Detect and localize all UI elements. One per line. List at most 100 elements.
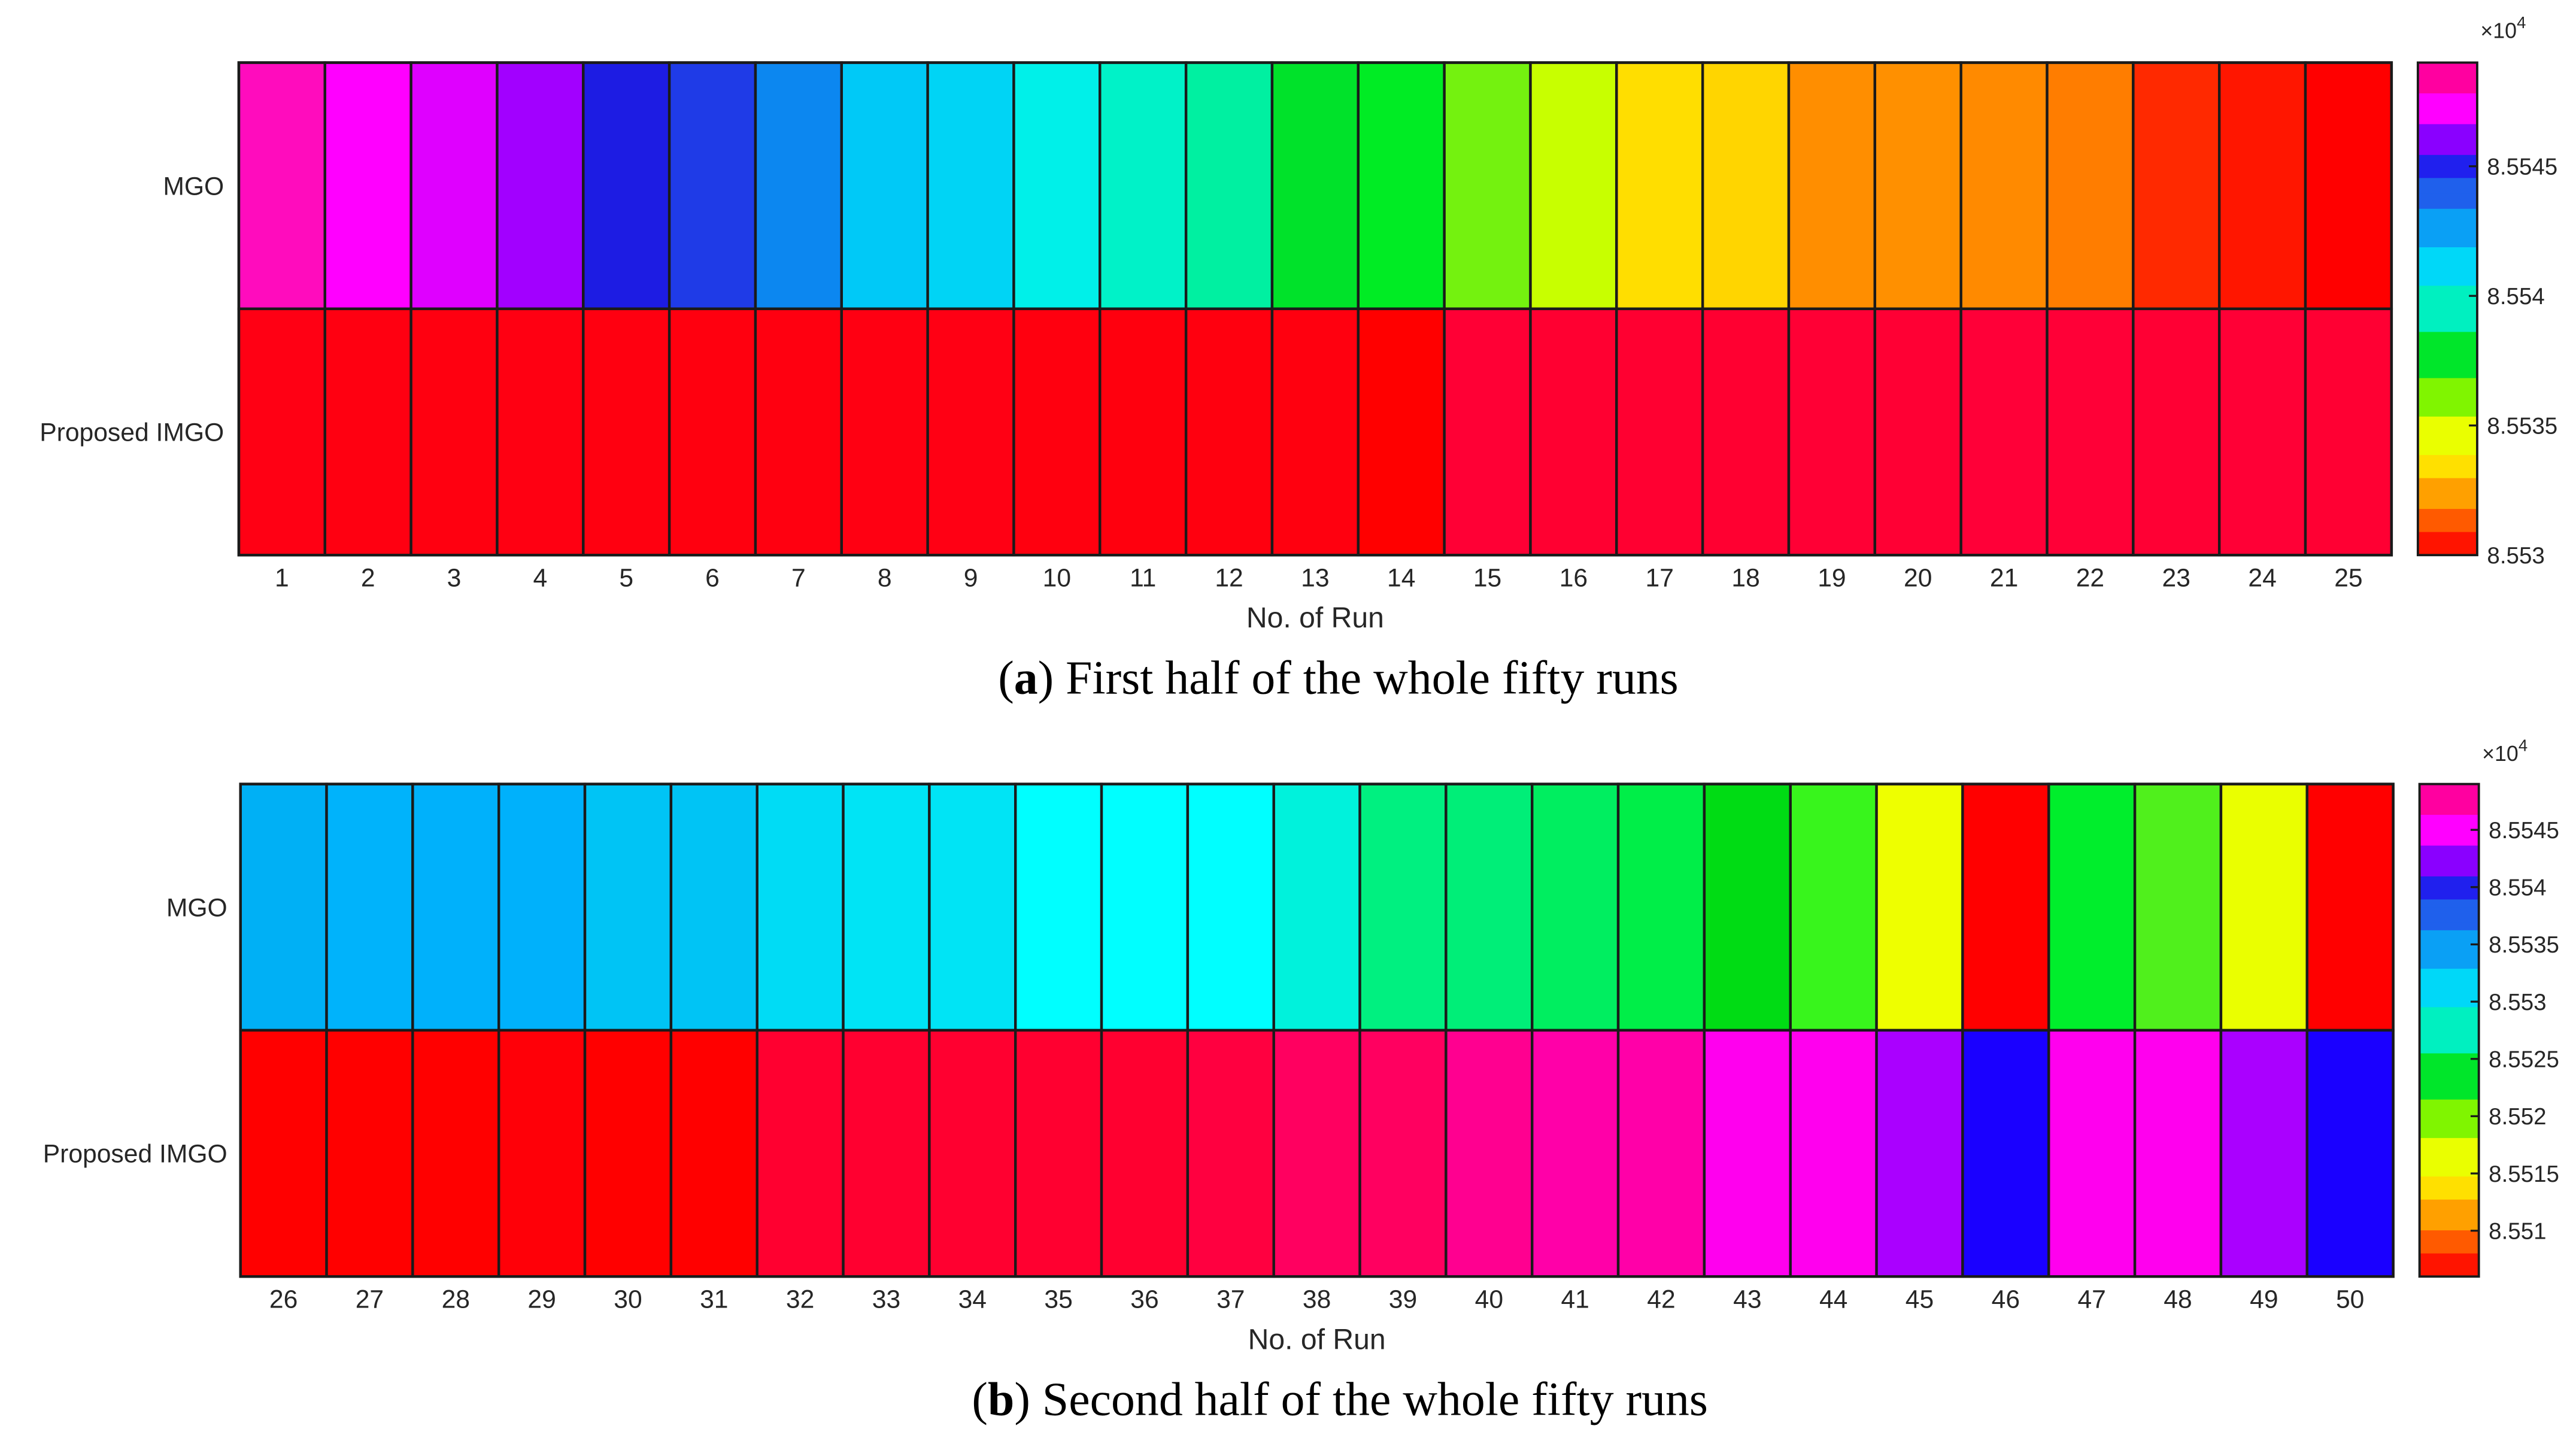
- colorbar-tick-label: 8.551: [2489, 1218, 2546, 1244]
- x-tick-label: 4: [533, 563, 548, 592]
- heatmap-cell: [2217, 61, 2307, 311]
- colorbar-segment: [2417, 86, 2477, 95]
- colorbar-segment: [2419, 1137, 2479, 1147]
- colorbar-segment: [2419, 953, 2479, 962]
- exponent-base: ×10: [2480, 19, 2517, 43]
- x-tick-label: 25: [2334, 563, 2362, 592]
- heatmap-cell: [2047, 1029, 2137, 1278]
- colorbar-segment: [2419, 838, 2479, 847]
- x-tick-label: 18: [1731, 563, 1759, 592]
- colorbar-segment: [2419, 1053, 2479, 1062]
- colorbar-segment: [2417, 186, 2477, 195]
- colorbar-segment: [2417, 286, 2477, 295]
- heatmap-cell: [1012, 307, 1102, 557]
- colorbar: 8.5545 8.554 8.5535 8.553 8.5525 8.552 8.5515 8…: [2418, 736, 2559, 1278]
- colorbar-segment: [2417, 493, 2477, 502]
- heatmap-cell: [1358, 1029, 1448, 1278]
- heatmap-cell: [1875, 1029, 1964, 1278]
- colorbar-segment: [2419, 868, 2479, 878]
- x-axis-label: No. of Run: [1248, 1323, 1386, 1355]
- heatmap-cell: [754, 61, 843, 311]
- colorbar-segment: [2419, 799, 2479, 808]
- colorbar-segment: [2419, 961, 2479, 970]
- heatmap-cell: [840, 61, 929, 311]
- x-tick-label: 11: [1130, 563, 1156, 592]
- heatmap-cell: [496, 307, 585, 557]
- x-tick-label: 39: [1389, 1285, 1417, 1314]
- heatmap-cell: [411, 1029, 500, 1278]
- x-tick-label: 37: [1216, 1285, 1245, 1314]
- x-tick-label: 43: [1733, 1285, 1761, 1314]
- heatmap-cell: [2133, 1029, 2223, 1278]
- colorbar-exponent-label: ×104: [2482, 736, 2528, 766]
- heatmap-cell: [926, 307, 1015, 557]
- colorbar-segment: [2419, 1007, 2479, 1016]
- x-tick-label: 34: [958, 1285, 987, 1314]
- colorbar-segment: [2417, 370, 2477, 380]
- heatmap-cell: [409, 61, 499, 311]
- colorbar-segment: [2417, 547, 2477, 556]
- colorbar-segment: [2419, 1230, 2479, 1239]
- heatmap-cell: [1272, 1029, 1361, 1278]
- heatmap-cell: [1615, 61, 1704, 311]
- heatmap-cell: [237, 307, 326, 557]
- heatmap-cell: [239, 782, 328, 1032]
- colorbar-segment: [2419, 861, 2479, 870]
- x-tick-label: 17: [1646, 563, 1674, 592]
- heatmap-cell: [1012, 61, 1102, 311]
- heatmap-cell: [842, 1029, 931, 1278]
- heatmap-cell: [2305, 1029, 2395, 1278]
- x-tick-label: 47: [2077, 1285, 2105, 1314]
- colorbar-segment: [2417, 154, 2477, 164]
- colorbar-segment: [2417, 293, 2477, 302]
- colorbar-segment: [2417, 432, 2477, 441]
- colorbar-segment: [2417, 470, 2477, 480]
- heatmap-cell: [928, 782, 1017, 1032]
- colorbar-tick-label: 8.554: [2489, 875, 2546, 901]
- colorbar-segment: [2417, 354, 2477, 364]
- colorbar-segment: [2417, 455, 2477, 464]
- heatmap-cell: [239, 1029, 328, 1278]
- heatmap-cell: [582, 61, 671, 311]
- colorbar-segment: [2417, 278, 2477, 287]
- colorbar-segment: [2417, 524, 2477, 533]
- colorbar-segment: [2417, 378, 2477, 387]
- colorbar-tick-label: 8.554: [2487, 284, 2544, 310]
- caption-letter: a: [1014, 651, 1038, 704]
- x-tick-label: 15: [1473, 563, 1501, 592]
- heatmap-cell: [583, 1029, 673, 1278]
- colorbar-segment: [2417, 239, 2477, 248]
- colorbar-segment: [2417, 147, 2477, 156]
- x-tick-label: 12: [1215, 563, 1243, 592]
- heatmap-cell: [1443, 61, 1532, 311]
- heatmap-cell: [755, 782, 845, 1032]
- heatmap-cell: [2046, 61, 2135, 311]
- row-label: Proposed IMGO: [40, 418, 224, 447]
- x-tick-label: 6: [705, 563, 720, 592]
- heatmap-cell: [1875, 782, 1964, 1032]
- heatmap-cell: [840, 307, 929, 557]
- heatmap-cell: [1357, 61, 1446, 311]
- x-tick-label: 33: [872, 1285, 900, 1314]
- x-tick-label: 50: [2336, 1285, 2364, 1314]
- colorbar-segment: [2417, 401, 2477, 410]
- x-tick-label: 10: [1043, 563, 1071, 592]
- heatmap-cell: [497, 1029, 587, 1278]
- exponent-base: ×10: [2482, 742, 2519, 766]
- x-tick-label: 36: [1130, 1285, 1158, 1314]
- colorbar-segment: [2417, 232, 2477, 241]
- colorbar-segment: [2419, 1184, 2479, 1193]
- x-tick-label: 13: [1301, 563, 1329, 592]
- colorbar-segment: [2417, 532, 2477, 541]
- heatmap-cell: [1443, 307, 1532, 557]
- colorbar: 8.5545 8.554 8.5535 8.553 ×104: [2416, 13, 2557, 569]
- x-tick-label: 8: [878, 563, 892, 592]
- x-tick-label: 40: [1475, 1285, 1503, 1314]
- colorbar-segment: [2417, 208, 2477, 218]
- colorbar-segment: [2417, 439, 2477, 448]
- colorbar-segment: [2417, 386, 2477, 395]
- colorbar-segment: [2419, 1199, 2479, 1209]
- heatmap-cell: [2132, 307, 2221, 557]
- colorbar-segment: [2417, 324, 2477, 333]
- x-tick-label: 14: [1387, 563, 1415, 592]
